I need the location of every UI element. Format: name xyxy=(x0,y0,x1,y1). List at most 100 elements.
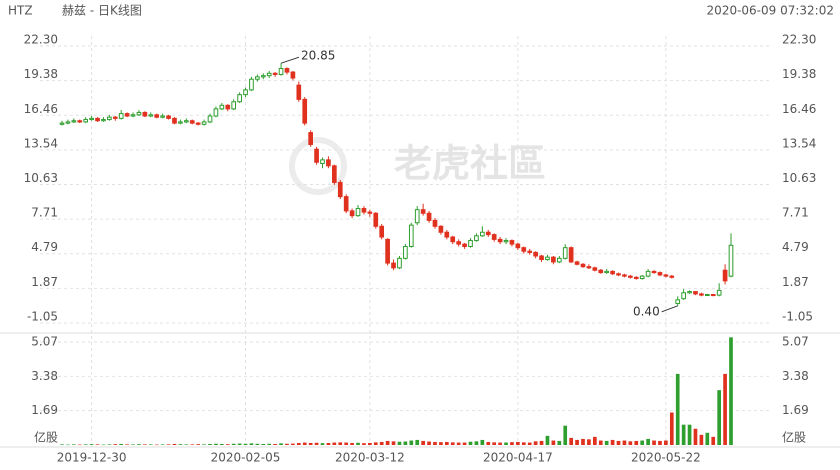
candle-body xyxy=(349,210,355,217)
annotation-leader xyxy=(280,56,300,64)
volume-bar xyxy=(125,444,129,445)
candle-body xyxy=(308,132,313,145)
volume-bar xyxy=(113,444,118,445)
volume-bar xyxy=(427,441,431,445)
volume-bar xyxy=(143,444,147,445)
volume-bar xyxy=(557,440,562,445)
volume-bar xyxy=(669,412,674,445)
candle-body xyxy=(272,72,278,75)
candle-body xyxy=(201,121,207,125)
volume-bar xyxy=(326,442,331,445)
candle-body xyxy=(403,245,408,259)
volume-bar xyxy=(291,443,295,445)
y-tick-label: 16.46 xyxy=(24,102,58,116)
volume-bar xyxy=(344,442,349,445)
volume-bar xyxy=(214,443,218,445)
candle-body xyxy=(432,219,438,227)
candle-body xyxy=(391,262,396,269)
volume-bar xyxy=(723,373,727,445)
candle-body xyxy=(408,224,414,247)
candle-body xyxy=(249,78,254,91)
candle-body xyxy=(426,212,432,221)
candle-body xyxy=(527,250,533,253)
volume-bar xyxy=(539,440,544,445)
volume-bar xyxy=(225,444,230,445)
candle-body xyxy=(509,240,515,245)
volume-bar xyxy=(480,439,485,445)
candle-body xyxy=(379,225,385,238)
candle-body xyxy=(89,117,94,121)
volume-bar xyxy=(581,438,585,445)
volume-bar xyxy=(202,444,206,445)
volume-bar xyxy=(640,440,645,445)
volume-bar xyxy=(527,442,532,445)
volume-bar xyxy=(681,424,686,445)
candle-body xyxy=(207,115,213,123)
watermark-logo xyxy=(289,137,347,195)
y-tick-label: 4.79 xyxy=(31,240,58,254)
candle-body xyxy=(302,98,308,124)
y-tick-label-right: 1.87 xyxy=(782,275,809,289)
candle-body xyxy=(361,208,367,213)
candle-body xyxy=(474,235,479,242)
x-tick-label: 2019-12-30 xyxy=(57,451,127,465)
candle-body xyxy=(237,94,242,103)
volume-bar xyxy=(249,443,254,445)
volume-tick-label: 1.69 xyxy=(31,403,58,417)
volume-bar xyxy=(717,390,721,445)
candle-body xyxy=(136,111,142,116)
candle-body xyxy=(332,165,337,183)
candle-body xyxy=(539,255,544,261)
volume-bar xyxy=(729,337,733,445)
volume-bar xyxy=(516,441,520,445)
volume-bar xyxy=(184,444,189,445)
candle-body xyxy=(710,294,716,297)
annotation-label: 0.40 xyxy=(633,304,660,318)
candle-body xyxy=(343,196,349,212)
y-tick-label: 10.63 xyxy=(24,171,58,185)
candle-body xyxy=(154,114,160,118)
volume-bar xyxy=(705,432,710,445)
candle-body xyxy=(367,211,373,214)
volume-bar xyxy=(285,443,289,445)
volume-bar xyxy=(107,444,112,445)
volume-bar xyxy=(273,443,277,445)
volume-bar xyxy=(421,440,425,445)
volume-bar xyxy=(314,442,319,445)
volume-bar xyxy=(101,444,106,446)
candle-body xyxy=(675,299,681,304)
volume-tick-label-right: 3.38 xyxy=(782,369,809,383)
volume-bar xyxy=(89,444,94,445)
candle-body xyxy=(172,117,177,124)
volume-bar xyxy=(302,442,307,445)
volume-bar xyxy=(385,440,390,445)
candle-body xyxy=(551,256,556,263)
candle-body xyxy=(462,243,467,247)
candle-body xyxy=(574,261,580,265)
candle-body xyxy=(71,120,77,123)
candle-body xyxy=(556,257,562,263)
volume-bar xyxy=(237,443,242,445)
volume-bar xyxy=(634,440,639,445)
candle-body xyxy=(77,120,83,123)
volume-bar xyxy=(397,441,402,445)
volume-bar xyxy=(391,441,396,445)
volume-unit: 亿股 xyxy=(34,430,58,445)
volume-tick-label: 5.07 xyxy=(31,335,58,349)
candle-body xyxy=(521,247,527,252)
volume-bar xyxy=(468,441,473,445)
candle-body xyxy=(213,108,219,117)
volume-bar xyxy=(373,442,378,445)
volume-bar xyxy=(296,442,301,445)
volume-bar xyxy=(279,443,283,445)
candle-body xyxy=(444,231,450,238)
volume-bar xyxy=(610,439,615,445)
annotation-label: 20.85 xyxy=(301,49,335,63)
candle-body xyxy=(716,289,722,296)
volume-bar xyxy=(66,444,70,446)
candle-body xyxy=(355,208,361,217)
candle-body xyxy=(580,263,586,268)
volume-bar xyxy=(60,444,64,445)
volume-bar xyxy=(551,440,556,445)
candle-body xyxy=(503,240,509,243)
